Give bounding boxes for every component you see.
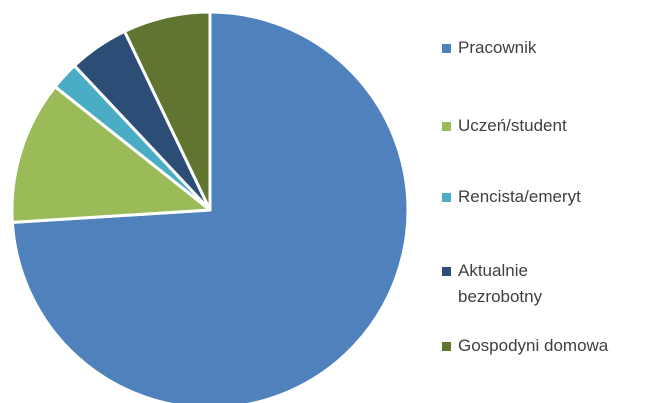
- pie-slice: [123, 10, 212, 212]
- legend-swatch: [442, 193, 451, 202]
- legend-item: Uczeń/student: [442, 113, 567, 139]
- legend-label: Gospodyni domowa: [458, 336, 609, 355]
- legend-swatch: [442, 267, 451, 276]
- legend-swatch: [442, 342, 451, 351]
- legend-label: Rencista/emeryt: [458, 187, 581, 206]
- legend-label: Aktualnie bezrobotny: [458, 261, 543, 306]
- legend-swatch: [442, 44, 451, 53]
- legend-item: Pracownik: [442, 35, 536, 61]
- legend-label: Uczeń/student: [458, 116, 567, 135]
- legend-label: Pracownik: [458, 38, 537, 57]
- legend-item: Aktualnie bezrobotny: [442, 258, 568, 310]
- legend-swatch: [442, 122, 451, 131]
- legend-item: Gospodyni domowa: [442, 333, 608, 359]
- pie-slice: [10, 85, 212, 224]
- legend-item: Rencista/emeryt: [442, 184, 581, 210]
